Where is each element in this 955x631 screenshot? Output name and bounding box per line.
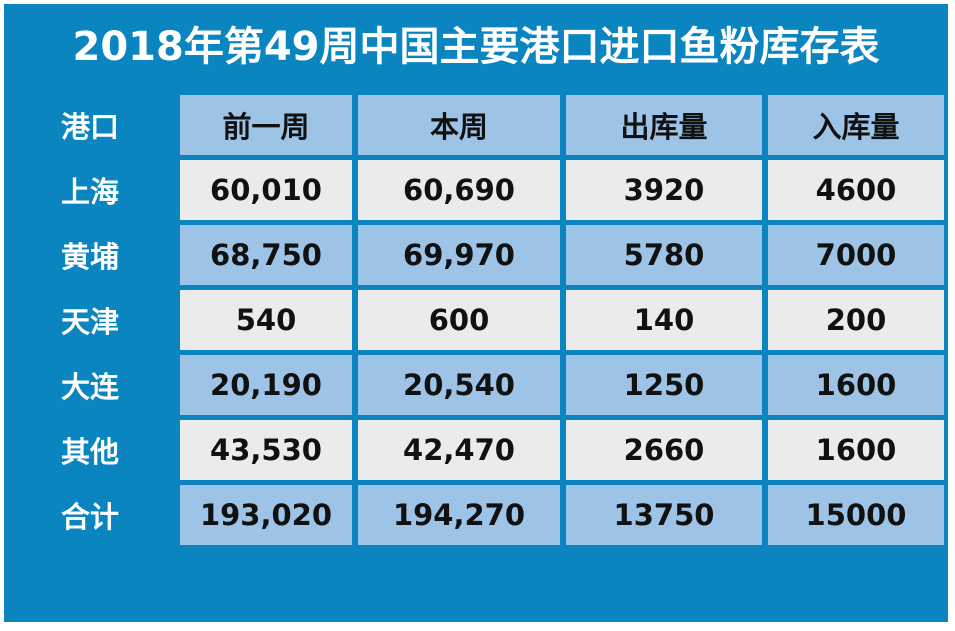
table-cell: 5780 [566, 225, 762, 285]
header-cell: 本周 [358, 95, 560, 155]
title: 2018年第49周中国主要港口进口鱼粉库存表 [72, 24, 880, 70]
header-cell: 出库量 [566, 95, 762, 155]
table-cell: 2660 [566, 420, 762, 480]
table-cell: 15000 [768, 485, 944, 545]
header-cell: 前一周 [180, 95, 352, 155]
table-cell: 194,270 [358, 485, 560, 545]
row-label: 天津 [8, 290, 172, 350]
table-cell: 200 [768, 290, 944, 350]
table-cell: 1600 [768, 420, 944, 480]
table-cell: 60,010 [180, 160, 352, 220]
header-cell: 港口 [8, 95, 172, 155]
table-cell: 43,530 [180, 420, 352, 480]
table-cell: 140 [566, 290, 762, 350]
table-cell: 13750 [566, 485, 762, 545]
table-cell: 1250 [566, 355, 762, 415]
table-cell: 69,970 [358, 225, 560, 285]
row-label: 合计 [8, 485, 172, 545]
table-cell: 1600 [768, 355, 944, 415]
row-label: 黄埔 [8, 225, 172, 285]
table-cell: 7000 [768, 225, 944, 285]
table-cell: 20,540 [358, 355, 560, 415]
table-frame: 2018年第49周中国主要港口进口鱼粉库存表 港口 前一周 本周 出库量 入库量 上海 60… [4, 4, 948, 622]
table-cell: 68,750 [180, 225, 352, 285]
table-cell: 193,020 [180, 485, 352, 545]
table-cell: 42,470 [358, 420, 560, 480]
footer-bar [4, 552, 948, 622]
row-label: 其他 [8, 420, 172, 480]
table-cell: 60,690 [358, 160, 560, 220]
row-label: 大连 [8, 355, 172, 415]
header-cell: 入库量 [768, 95, 944, 155]
table-cell: 540 [180, 290, 352, 350]
table-cell: 20,190 [180, 355, 352, 415]
row-label: 上海 [8, 160, 172, 220]
table-cell: 3920 [566, 160, 762, 220]
table-cell: 4600 [768, 160, 944, 220]
table-cell: 600 [358, 290, 560, 350]
